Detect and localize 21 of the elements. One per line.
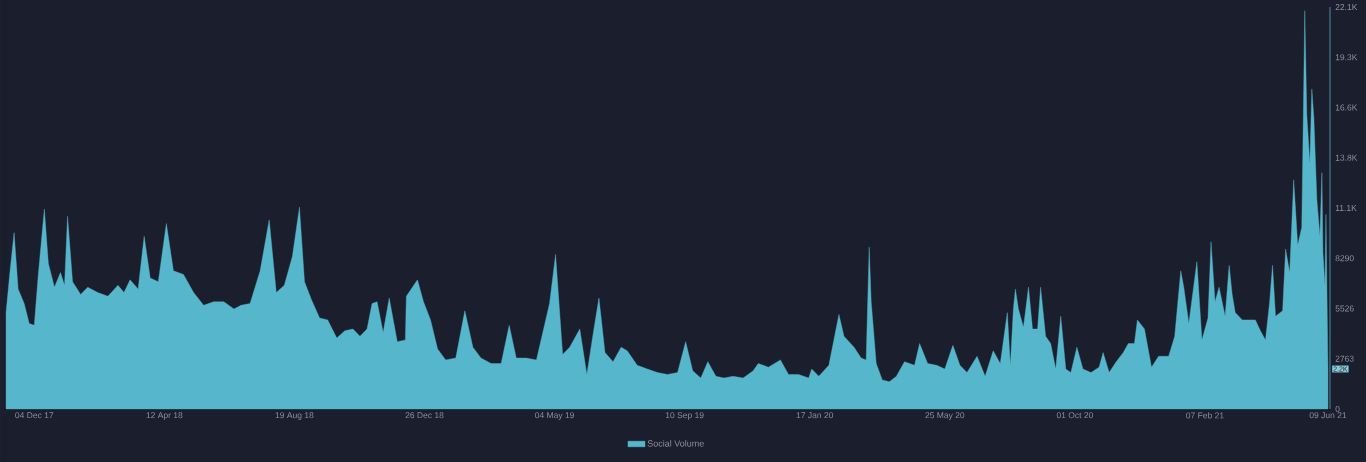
y-tick-label: 0 [1335,405,1340,412]
legend-label: Social Volume [647,440,704,447]
y-tick-label: 5526 [1335,305,1354,312]
x-tick-label: 19 Aug 18 [275,412,314,420]
x-tick-label: 01 Oct 20 [1056,412,1093,419]
y-tick-label: 22.1K [1335,4,1358,10]
x-tick-label: 17 Jan 20 [796,412,834,419]
y-tick-label: 13.8K [1335,154,1358,161]
x-tick-label: 12 Apr 18 [146,412,183,420]
x-tick-label: 26 Dec 18 [405,412,444,419]
y-tick-label: 19.3K [1335,54,1358,61]
y-tick-label: 11.1K [1335,205,1357,211]
y-tick-label: 2763 [1335,355,1354,362]
x-tick-label: 04 May 19 [535,412,575,420]
x-tick-label: 07 Feb 21 [1186,412,1224,419]
x-tick-label: 04 Dec 17 [15,412,54,419]
y-tick-label: 8290 [1335,255,1354,262]
x-tick-label: 09 Jun 21 [1309,412,1347,419]
x-tick-label: 25 May 20 [925,412,965,420]
x-tick-label: 10 Sep 19 [665,412,704,420]
y-tick-label: 16.6K [1335,104,1358,111]
